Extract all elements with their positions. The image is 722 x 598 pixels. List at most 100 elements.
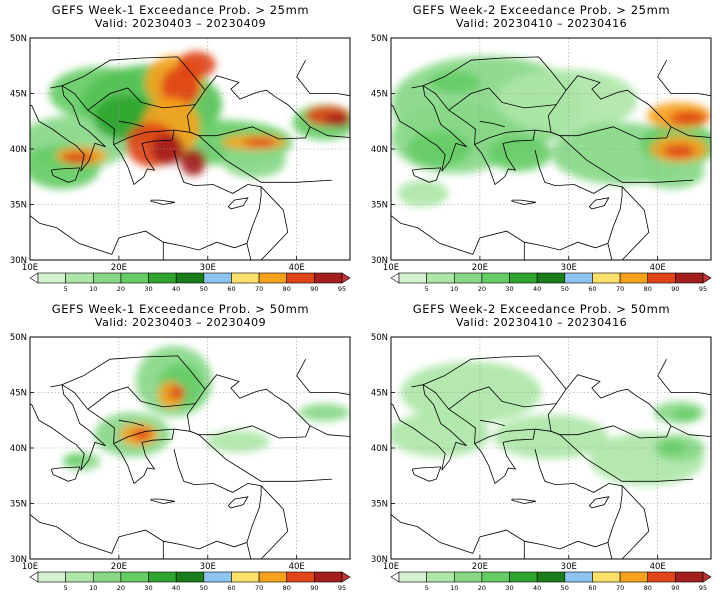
colorbar-label: 10 xyxy=(450,285,458,293)
colorbar-label: 95 xyxy=(699,285,707,293)
y-tick-label: 35N xyxy=(10,500,27,510)
y-tick-label: 45N xyxy=(371,389,388,399)
colorbar-label: 80 xyxy=(283,285,291,293)
colorbar-segment xyxy=(675,272,704,284)
y-tick-label: 40N xyxy=(371,145,388,155)
colorbar-segment xyxy=(92,272,122,284)
colorbar-label: 30 xyxy=(144,285,152,293)
y-tick-label: 40N xyxy=(371,444,388,454)
colorbar-segment xyxy=(314,571,343,583)
colorbar-segment xyxy=(564,272,593,284)
y-tick-label: 30N xyxy=(371,555,388,565)
gridlines xyxy=(391,337,711,559)
colorbar-label: 20 xyxy=(478,584,486,592)
colorbar-label: 5 xyxy=(64,584,68,592)
x-tick-label: 20E xyxy=(472,263,488,273)
probability-blob xyxy=(407,131,471,167)
colorbar-segment xyxy=(536,571,566,583)
y-tick-label: 35N xyxy=(371,201,388,211)
colorbar-segment xyxy=(619,571,649,583)
x-tick-label: 30E xyxy=(200,263,216,273)
probability-blob xyxy=(222,142,286,178)
x-tick-label: 20E xyxy=(111,562,127,572)
colorbar-label: 60 xyxy=(227,584,235,592)
probability-blob xyxy=(132,429,152,441)
y-tick-label: 30N xyxy=(371,256,388,266)
x-tick-label: 40E xyxy=(650,562,666,572)
colorbar-segment xyxy=(286,272,315,284)
map-panel: GEFS Week-2 Exceedance Prob. > 50mm Valid… xyxy=(361,299,722,598)
colorbar-label: 10 xyxy=(89,285,97,293)
colorbar-segment xyxy=(564,571,593,583)
colorbar-label: 5 xyxy=(425,584,429,592)
colorbar-label: 40 xyxy=(172,584,180,592)
colorbar-label: 90 xyxy=(671,285,679,293)
colorbar-label: 20 xyxy=(117,285,125,293)
map-svg: 10E 20E 30E 40E 50N 45N 40N 35N 30N 5 10 20 30 40 50 60… xyxy=(371,333,712,592)
colorbar-label: 30 xyxy=(505,285,513,293)
panel-title: GEFS Week-1 Exceedance Prob. > 50mm xyxy=(51,302,310,316)
colorbar-label: 50 xyxy=(561,285,569,293)
y-tick-label: 35N xyxy=(10,201,27,211)
coastlines xyxy=(30,355,350,559)
colorbar-label: 10 xyxy=(450,584,458,592)
map-svg: 10E 20E 30E 40E 50N 45N 40N 35N 30N 5 10 20 30 40 50 60… xyxy=(10,34,351,293)
y-tick-label: 45N xyxy=(371,90,388,100)
colorbar-segment xyxy=(231,571,260,583)
probability-blob xyxy=(206,430,270,453)
colorbar-label: 40 xyxy=(533,285,541,293)
colorbar-segment xyxy=(314,272,343,284)
x-tick-label: 40E xyxy=(289,263,305,273)
x-tick-label: 10E xyxy=(22,263,38,273)
probability-blob xyxy=(324,113,350,127)
colorbar-segment xyxy=(426,272,455,284)
colorbar-label: 10 xyxy=(89,584,97,592)
x-tick-label: 30E xyxy=(561,263,577,273)
colorbar-label: 40 xyxy=(533,584,541,592)
coastlines xyxy=(391,56,711,260)
colorbar: 5 10 20 30 40 50 60 70 80 90 95 xyxy=(29,571,351,592)
probability-blob xyxy=(244,137,277,147)
gridlines xyxy=(391,38,711,260)
colorbar-segment xyxy=(398,571,427,583)
y-tick-label: 50N xyxy=(10,333,27,343)
colorbar-segment xyxy=(702,272,712,284)
colorbar-label: 95 xyxy=(338,285,346,293)
probability-field xyxy=(30,51,350,189)
probability-field xyxy=(391,55,711,207)
colorbar-segment xyxy=(481,272,510,284)
colorbar-label: 90 xyxy=(671,584,679,592)
y-tick-label: 35N xyxy=(371,500,388,510)
colorbar-label: 70 xyxy=(616,285,624,293)
colorbar-segment xyxy=(258,571,288,583)
colorbar-segment xyxy=(702,571,712,583)
probability-field xyxy=(391,361,705,486)
probability-blob xyxy=(429,71,481,94)
colorbar-label: 90 xyxy=(310,584,318,592)
colorbar-label: 5 xyxy=(64,285,68,293)
colorbar-segment xyxy=(390,571,400,583)
colorbar-label: 20 xyxy=(117,584,125,592)
colorbar-segment xyxy=(65,571,94,583)
x-tick-label: 20E xyxy=(472,562,488,572)
colorbar-segment xyxy=(390,272,400,284)
map-panel: GEFS Week-1 Exceedance Prob. > 50mm Valid… xyxy=(0,299,361,598)
colorbar-segment xyxy=(619,272,649,284)
colorbar-segment xyxy=(29,272,39,284)
colorbar-segment xyxy=(426,571,455,583)
x-tick-label: 10E xyxy=(22,562,38,572)
probability-blob xyxy=(65,454,85,464)
probability-blob xyxy=(659,441,686,455)
y-tick-label: 45N xyxy=(10,389,27,399)
valid-period: Valid: 20230403 – 20230409 xyxy=(94,316,267,329)
probability-blob xyxy=(62,152,94,164)
colorbar-segment xyxy=(203,571,232,583)
colorbar-segment xyxy=(453,571,483,583)
y-tick-label: 50N xyxy=(10,34,27,44)
colorbar-label: 5 xyxy=(425,285,429,293)
probability-blob xyxy=(669,111,708,125)
colorbar-segment xyxy=(592,272,621,284)
colorbar-segment xyxy=(203,272,232,284)
colorbar-label: 95 xyxy=(338,584,346,592)
valid-period: Valid: 20230403 – 20230409 xyxy=(94,17,267,30)
